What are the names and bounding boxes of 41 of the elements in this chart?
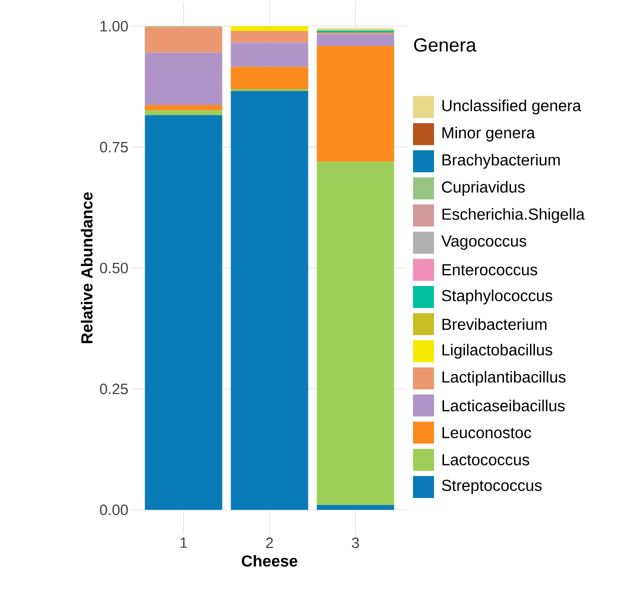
bar: [230, 26, 308, 32]
legend-label: Lacticaseibacillus: [442, 400, 565, 412]
bar: [144, 115, 222, 510]
bar: [316, 34, 394, 46]
legend-label: Cupriavidus: [442, 180, 525, 196]
legend-label: Streptococcus: [442, 480, 542, 494]
legend-title: Genera: [414, 38, 476, 52]
legend-label: Brachybacterium: [442, 154, 560, 169]
legend-label: Escherichia.Shigella: [442, 208, 585, 223]
x-tick-label: 1: [180, 538, 187, 548]
bar: [230, 31, 308, 43]
legend-label: Unclassified genera: [442, 100, 582, 114]
y-tick-label: 0.25: [100, 384, 128, 394]
bar: [230, 90, 308, 510]
bar: [144, 27, 222, 53]
legend-label: Enterococcus: [442, 264, 538, 276]
y-tick-label: 0.50: [100, 262, 128, 274]
legend-label: Brevibacterium: [442, 318, 546, 330]
bar: [316, 504, 394, 510]
bar: [316, 46, 394, 162]
bar: [230, 42, 308, 67]
legend-label: Ligilactobacillus: [442, 344, 552, 359]
legend-label: Leuconostoc: [442, 427, 532, 438]
bar: [316, 162, 394, 505]
legend-label: Minor genera: [442, 126, 536, 142]
bar: [144, 110, 222, 116]
bar: [144, 52, 222, 106]
bar: [316, 28, 394, 31]
legend-label: Vagococcus: [441, 236, 526, 250]
y-axis-title: Relative Abundance: [80, 192, 93, 344]
y-tick-label: 1.00: [100, 20, 128, 32]
legend-label: Staphylococcus: [442, 290, 552, 304]
x-tick-label: 2: [266, 538, 273, 548]
legend-label: Lactococcus: [442, 454, 530, 466]
y-tick-label: 0.00: [100, 504, 128, 516]
y-tick-label: 0.75: [100, 142, 128, 152]
legend-label: Lactiplantibacillus: [442, 370, 566, 386]
x-axis-title: Cheese: [242, 554, 298, 567]
bar: [230, 66, 308, 90]
x-tick-label: 3: [352, 538, 359, 548]
bar: [144, 105, 222, 110]
